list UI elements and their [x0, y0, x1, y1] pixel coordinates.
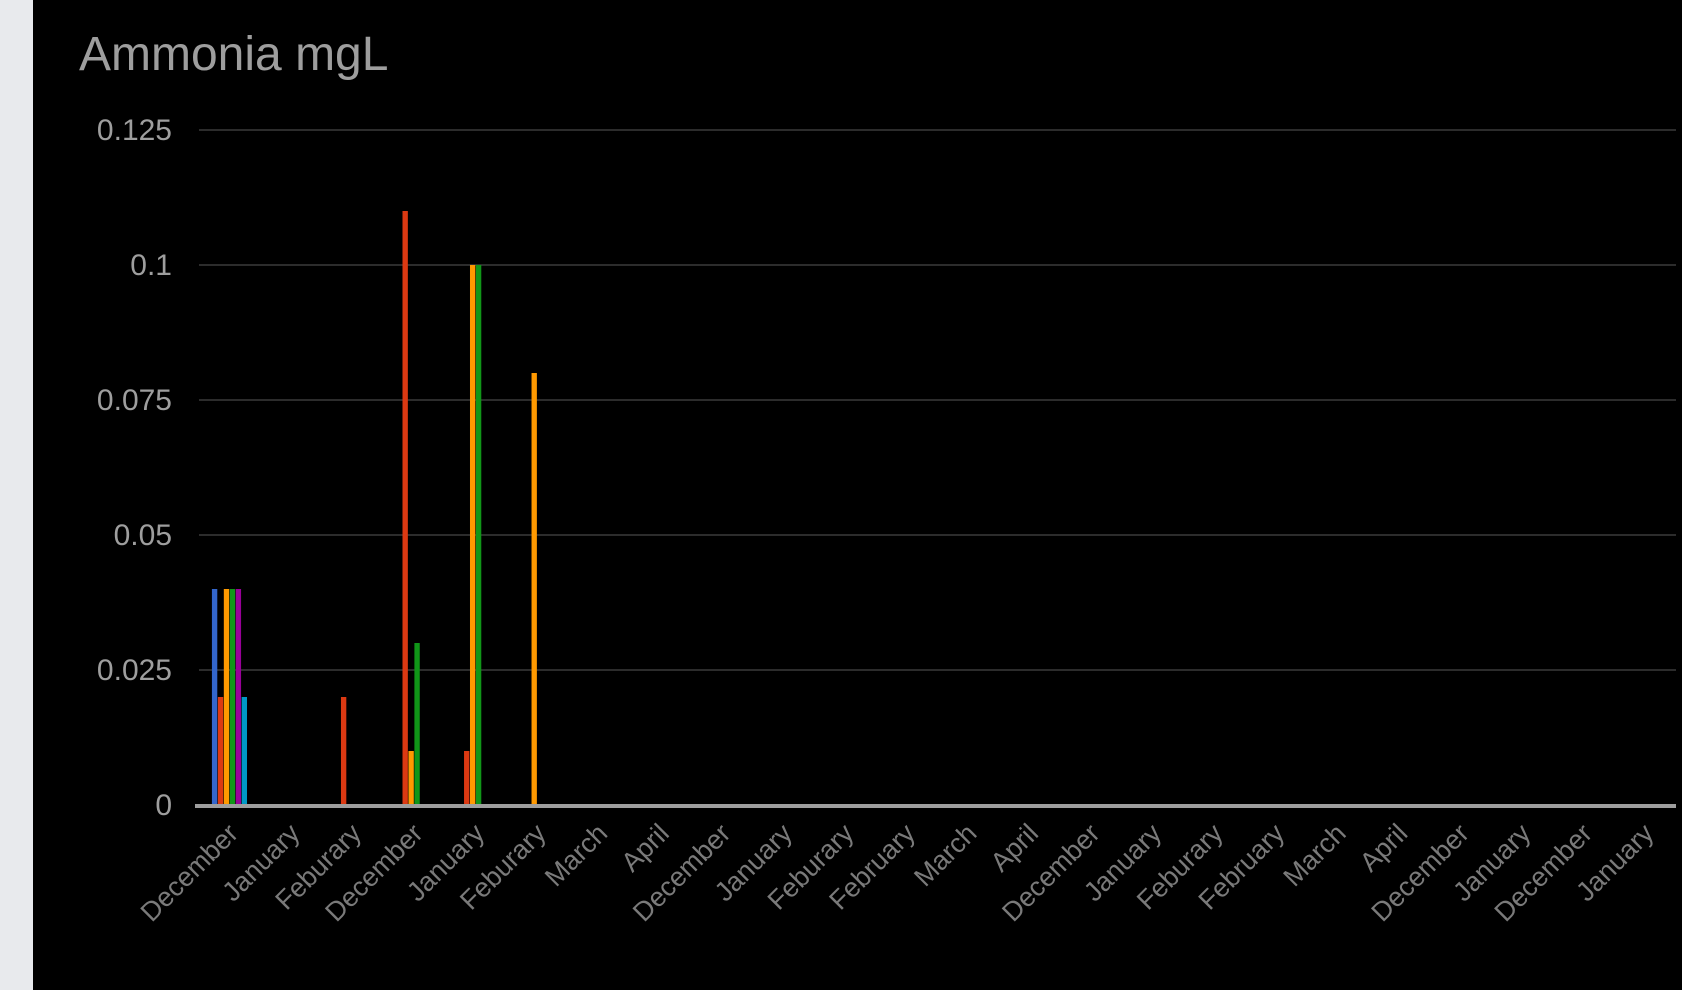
y-tick-label: 0.075: [97, 384, 172, 417]
bar: [211, 589, 218, 805]
x-tick-label: March: [908, 818, 982, 892]
y-tick-label: 0.025: [97, 654, 172, 687]
y-tick-label: 0.1: [130, 249, 172, 282]
bar: [217, 697, 224, 805]
bar: [408, 751, 414, 805]
x-tick-label: March: [539, 818, 613, 892]
bar: [464, 751, 470, 805]
y-tick-label: 0.05: [114, 519, 172, 552]
y-tick-label: 0.125: [97, 114, 172, 147]
bar: [414, 643, 420, 805]
gridlines: [199, 129, 1676, 671]
y-tick-label: 0: [155, 789, 172, 822]
bar: [475, 265, 482, 805]
bar: [241, 697, 248, 805]
bar: [469, 265, 476, 805]
bar: [531, 373, 537, 805]
bar: [402, 211, 408, 805]
bar: [235, 589, 242, 805]
chart-panel: [33, 0, 1682, 990]
side-strip: [0, 0, 33, 990]
bar: [340, 697, 347, 805]
bar: [229, 589, 236, 805]
x-tick-label: March: [1278, 818, 1352, 892]
x-axis-ticks: DecemberJanuaryFeburaryDecemberJanuaryFe…: [135, 818, 1660, 928]
bars: [211, 211, 537, 805]
y-axis-ticks: 0 0.025 0.05 0.075 0.1 0.125: [97, 114, 172, 822]
bar: [223, 589, 230, 805]
x-tick-label: December: [135, 818, 244, 927]
chart-title: Ammonia mgL: [79, 28, 388, 81]
